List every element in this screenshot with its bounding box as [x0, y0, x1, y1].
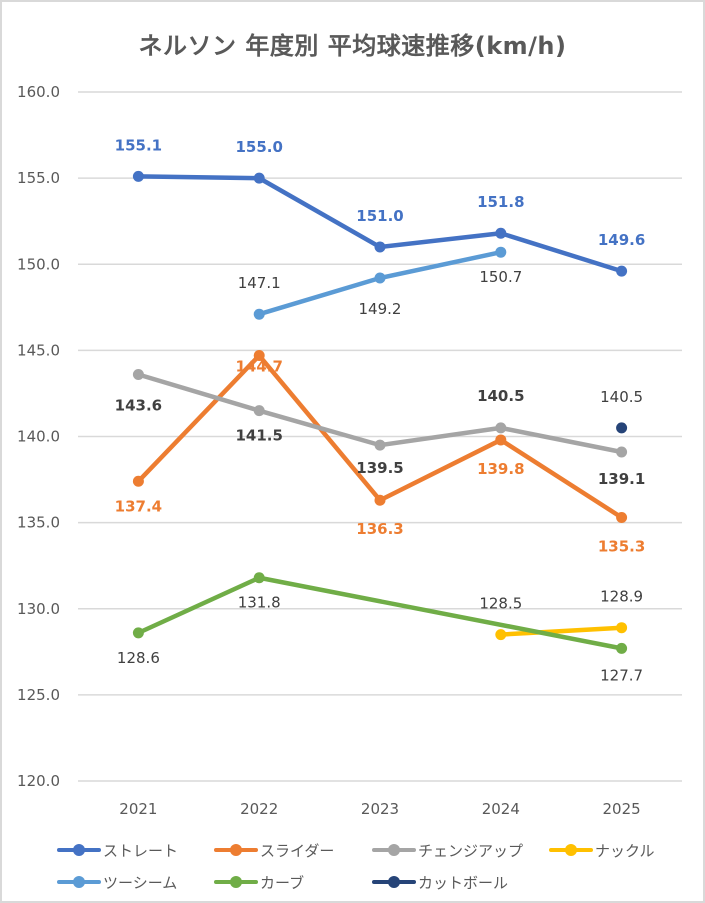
data-point [253, 572, 265, 584]
x-tick-label: 2025 [603, 800, 641, 818]
legend-item[interactable]: カットボール [372, 870, 508, 894]
legend-item[interactable]: ストレート [57, 838, 178, 862]
y-tick-label: 120.0 [17, 772, 60, 790]
data-point [253, 172, 265, 184]
data-point [616, 622, 628, 634]
data-label: 139.8 [477, 460, 524, 478]
line-chart: 160.0 155.0 150.0 145.0 140.0 135.0 130.0 125.0… [17, 83, 682, 818]
legend-item[interactable]: ナックル [549, 838, 655, 862]
data-label: 151.0 [356, 207, 403, 225]
data-label: 149.2 [359, 300, 402, 318]
data-label: 137.4 [115, 497, 162, 515]
data-label: 131.8 [238, 594, 281, 612]
data-label: 151.8 [477, 193, 524, 211]
data-label: 136.3 [356, 520, 403, 538]
y-tick-label: 125.0 [17, 686, 60, 704]
data-label: 128.6 [117, 649, 160, 667]
legend-label: スライダー [260, 841, 335, 860]
legend-label: ツーシーム [103, 873, 178, 892]
series-line [498, 625, 624, 637]
legend-line-marker-icon [372, 870, 416, 894]
data-point [253, 405, 265, 417]
legend-label: ナックル [595, 841, 655, 860]
data-label: 127.7 [600, 666, 643, 684]
data-point [132, 627, 144, 639]
legend-item[interactable]: チェンジアップ [372, 838, 523, 862]
legend-line-marker-icon [214, 838, 258, 862]
data-label: 143.6 [115, 396, 162, 414]
legend-line-marker-icon [549, 838, 593, 862]
data-point [253, 350, 265, 362]
legend-label: ストレート [103, 841, 179, 860]
data-point [374, 272, 386, 284]
legend-line-marker-icon [57, 870, 101, 894]
y-tick-label: 160.0 [17, 83, 60, 101]
x-tick-label: 2021 [119, 800, 157, 818]
data-label: 139.5 [356, 459, 403, 477]
data-label: 144.7 [235, 358, 282, 376]
x-tick-label: 2024 [482, 800, 520, 818]
data-point [495, 629, 507, 641]
data-label: 149.6 [598, 231, 645, 249]
data-point [132, 475, 144, 487]
legend-label: チェンジアップ [418, 841, 524, 860]
legend-item[interactable]: カーブ [214, 870, 304, 894]
data-point [495, 227, 507, 239]
data-point [374, 241, 386, 253]
y-tick-label: 155.0 [17, 169, 60, 187]
data-label: 147.1 [238, 274, 281, 292]
legend-label: カーブ [260, 873, 305, 892]
data-point [495, 434, 507, 446]
data-point [132, 368, 144, 380]
y-tick-label: 145.0 [17, 341, 60, 359]
data-label: 150.7 [479, 268, 522, 286]
data-point [616, 265, 628, 277]
data-label: 128.9 [600, 588, 643, 606]
y-tick-label: 150.0 [17, 255, 60, 273]
data-label: 140.5 [477, 387, 524, 405]
legend-label: カットボール [418, 873, 509, 892]
data-label: 135.3 [598, 537, 645, 555]
data-point [253, 308, 265, 320]
data-label: 139.1 [598, 470, 645, 488]
x-tick-label: 2023 [361, 800, 399, 818]
legend-item[interactable]: スライダー [214, 838, 334, 862]
legend-line-marker-icon [57, 838, 101, 862]
y-tick-label: 130.0 [17, 600, 60, 618]
y-tick-label: 135.0 [17, 514, 60, 532]
series-line [136, 575, 624, 651]
data-label: 155.1 [115, 136, 162, 154]
data-point [616, 422, 628, 434]
data-point [616, 642, 628, 654]
legend-line-marker-icon [214, 870, 258, 894]
data-label: 128.5 [479, 595, 522, 613]
data-point [374, 494, 386, 506]
y-tick-label: 140.0 [17, 428, 60, 446]
legend-item[interactable]: ツーシーム [57, 870, 177, 894]
data-point [616, 446, 628, 458]
data-label: 155.0 [235, 138, 282, 156]
data-point [495, 422, 507, 434]
data-point [495, 246, 507, 258]
legend-line-marker-icon [372, 838, 416, 862]
x-tick-label: 2022 [240, 800, 278, 818]
data-point [132, 170, 144, 182]
data-label: 140.5 [600, 388, 643, 406]
chart-title: ネルソン 年度別 平均球速推移(km/h) [138, 32, 567, 60]
data-label: 141.5 [235, 427, 282, 445]
data-point [374, 439, 386, 451]
data-point [616, 511, 628, 523]
